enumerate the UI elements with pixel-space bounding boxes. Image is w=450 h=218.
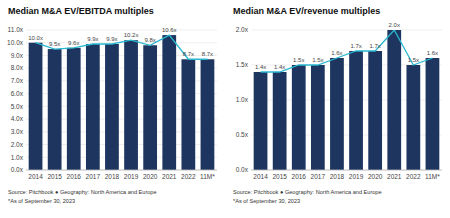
bar (105, 44, 119, 170)
bar (387, 30, 401, 170)
plot-area (29, 35, 215, 170)
y-tick-label: 10.0x (7, 39, 24, 46)
y-tick-label: 1.0x (11, 154, 24, 161)
x-tick-label: 2014 (28, 173, 43, 180)
data-label: 1.4x (255, 64, 266, 70)
bar (143, 45, 157, 170)
y-tick-label: 9.0x (11, 52, 24, 59)
y-tick-label: 5.0x (11, 103, 24, 110)
x-tick-label: 2021 (387, 173, 402, 180)
bar (67, 48, 81, 170)
data-label: 9.9x (87, 36, 98, 42)
bar (86, 44, 100, 170)
panel: Median M&A EV/revenue multiples 0.0x 0.5x 1… (233, 6, 442, 204)
panel: Median M&A EV/EBITDA multiples 0.0x 1.0x 2.… (7, 6, 217, 204)
data-label: 8.7x (202, 51, 213, 57)
y-tick-label: 1.5x (236, 61, 249, 68)
x-axis-line (251, 170, 442, 171)
x-tick-label: 2015 (47, 173, 62, 180)
data-label: 9.9x (106, 36, 117, 42)
data-label: 1.6x (331, 50, 342, 56)
data-label: 1.4x (274, 64, 285, 70)
x-tick-label: 2019 (349, 173, 364, 180)
data-label: 9.8x (144, 37, 155, 43)
bar (254, 72, 268, 170)
data-label: 2.0x (389, 22, 400, 28)
x-tick-label: 2020 (368, 173, 383, 180)
data-label: 9.5x (49, 41, 60, 47)
y-tick-label: 8.0x (11, 64, 24, 71)
data-label: 1.7x (369, 43, 380, 49)
y-tick-label: 11.0x (8, 26, 24, 33)
bar (124, 40, 138, 170)
y-tick-label: 4.0x (11, 115, 24, 122)
x-axis-line (26, 170, 217, 171)
data-label: 1.7x (350, 43, 361, 49)
line (36, 35, 208, 59)
bar (273, 72, 287, 170)
bar (29, 43, 43, 170)
grid-line (26, 170, 217, 171)
x-tick-label: 2017 (86, 173, 101, 180)
bar (406, 65, 420, 170)
x-tick-label: 2022 (181, 173, 196, 180)
y-tick-label: 0.0x (236, 166, 249, 173)
data-label: 1.5x (293, 57, 304, 63)
grid-line (251, 170, 442, 171)
data-label: 9.6x (68, 40, 79, 46)
plot-area (254, 30, 440, 170)
bar (426, 58, 440, 170)
bar (292, 65, 306, 170)
title: Median M&A EV/revenue multiples (233, 6, 380, 16)
y-tick-label: 0.0x (11, 166, 24, 173)
bar (48, 49, 62, 170)
data-label: 1.5x (408, 57, 419, 63)
x-tick-label: 2017 (311, 173, 326, 180)
title: Median M&A EV/EBITDA multiples (8, 6, 154, 16)
bar (349, 51, 363, 170)
grid-line (26, 30, 217, 31)
bar (162, 35, 176, 170)
grid-line (251, 30, 442, 31)
x-tick-label: 11M* (425, 173, 440, 180)
bar (330, 58, 344, 170)
x-tick-label: 2019 (124, 173, 139, 180)
y-tick-label: 3.0x (11, 128, 24, 135)
x-tick-label: 2016 (67, 173, 82, 180)
y-tick-label: 1.0x (236, 96, 249, 103)
bar (311, 65, 325, 170)
annotation: Source: Pitchbook ● Geography: North Ame… (233, 189, 382, 195)
data-label: 1.6x (427, 50, 438, 56)
x-tick-label: 2014 (253, 173, 268, 180)
x-tick-label: 11M* (200, 173, 215, 180)
x-tick-label: 2022 (406, 173, 421, 180)
y-tick-label: 2.0x (11, 141, 24, 148)
annotation: Source: Pitchbook ● Geography: North Ame… (8, 189, 157, 195)
y-tick-label: 0.5x (236, 131, 249, 138)
x-tick-label: 2018 (330, 173, 345, 180)
data-label: 8.7x (183, 51, 194, 57)
bar (368, 51, 382, 170)
x-tick-label: 2015 (272, 173, 287, 180)
x-tick-label: 2018 (105, 173, 120, 180)
x-tick-label: 2016 (292, 173, 307, 180)
x-tick-label: 2020 (143, 173, 158, 180)
y-tick-label: 2.0x (236, 26, 249, 33)
bar (201, 59, 215, 170)
line (261, 30, 433, 72)
y-tick-label: 6.0x (11, 90, 24, 97)
data-label: 10.6x (162, 27, 177, 33)
annotation: *As of September 30, 2023 (233, 198, 300, 204)
annotation: *As of September 30, 2023 (8, 198, 75, 204)
x-tick-label: 2021 (162, 173, 177, 180)
data-label: 10.2x (124, 32, 139, 38)
bar (181, 59, 195, 170)
data-label: 10.0x (28, 35, 43, 41)
y-tick-label: 7.0x (11, 77, 24, 84)
chart-root: Median M&A EV/EBITDA multiples 0.0x 1.0x 2.… (0, 0, 450, 218)
data-label: 1.5x (312, 57, 323, 63)
